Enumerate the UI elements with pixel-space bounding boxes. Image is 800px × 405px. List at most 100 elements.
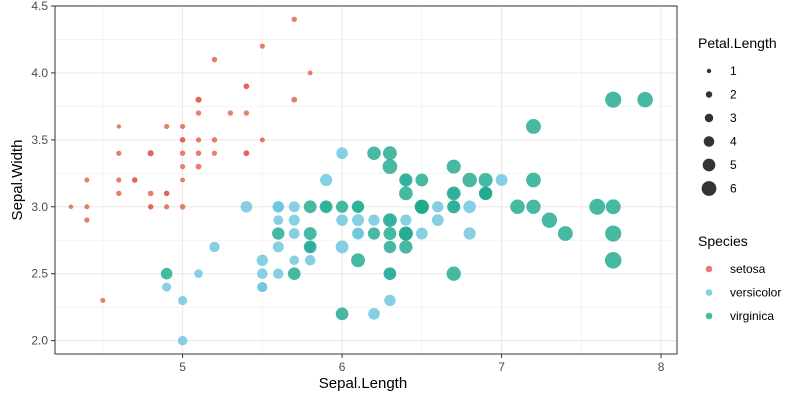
data-point-virginica bbox=[604, 252, 622, 269]
data-point-versicolor bbox=[431, 214, 444, 227]
grid-minor bbox=[55, 6, 677, 354]
data-point-virginica bbox=[272, 227, 285, 240]
data-point-setosa bbox=[179, 137, 186, 143]
data-point-virginica bbox=[367, 227, 381, 240]
size-legend-key bbox=[706, 68, 712, 74]
data-point-setosa bbox=[195, 163, 202, 170]
data-point-versicolor bbox=[415, 227, 428, 240]
y-tick-label: 2.5 bbox=[31, 267, 48, 281]
data-point-setosa bbox=[243, 150, 250, 156]
data-point-virginica bbox=[303, 240, 317, 254]
data-point-virginica bbox=[415, 173, 429, 187]
color-legend-title: Species bbox=[698, 233, 748, 249]
data-point-versicolor bbox=[288, 228, 300, 239]
x-tick-label: 5 bbox=[179, 360, 186, 374]
data-point-virginica bbox=[303, 227, 317, 240]
y-tick-label: 4.0 bbox=[31, 66, 48, 80]
data-point-setosa bbox=[195, 137, 202, 143]
x-tick-label: 6 bbox=[339, 360, 346, 374]
size-legend-key bbox=[702, 158, 716, 172]
data-point-virginica bbox=[446, 266, 461, 281]
y-tick-label: 3.0 bbox=[31, 200, 48, 214]
data-point-versicolor bbox=[463, 227, 476, 240]
data-point-setosa bbox=[147, 190, 154, 197]
data-point-setosa bbox=[68, 204, 74, 210]
data-point-setosa bbox=[243, 83, 249, 89]
data-point-virginica bbox=[382, 159, 398, 174]
data-point-versicolor bbox=[336, 147, 348, 160]
data-point-virginica bbox=[351, 253, 365, 268]
data-point-virginica bbox=[637, 91, 653, 108]
data-point-versicolor bbox=[335, 240, 349, 254]
data-point-setosa bbox=[179, 150, 186, 156]
data-point-virginica bbox=[382, 213, 397, 228]
data-point-virginica bbox=[479, 186, 493, 200]
data-point-setosa bbox=[195, 110, 202, 116]
data-point-virginica bbox=[367, 146, 381, 160]
size-legend-label: 4 bbox=[730, 135, 737, 149]
data-point-setosa bbox=[147, 150, 154, 157]
data-point-setosa bbox=[259, 137, 265, 143]
data-point-setosa bbox=[307, 70, 313, 76]
data-point-virginica bbox=[399, 240, 413, 254]
data-point-virginica bbox=[510, 199, 525, 215]
data-point-versicolor bbox=[288, 201, 300, 213]
x-tick-label: 7 bbox=[498, 360, 505, 374]
data-point-setosa bbox=[195, 96, 202, 103]
data-point-versicolor bbox=[336, 214, 348, 226]
y-axis-ticks: 2.0 2.5 3.0 3.5 4.0 4.5 bbox=[31, 0, 55, 348]
plot-border bbox=[54, 5, 678, 355]
data-point-setosa bbox=[179, 123, 186, 130]
x-axis-label: Sepal.Length bbox=[319, 375, 407, 392]
data-point-virginica bbox=[605, 91, 622, 108]
data-point-virginica bbox=[557, 226, 573, 241]
data-point-setosa bbox=[116, 124, 121, 129]
data-point-virginica bbox=[605, 225, 622, 242]
data-point-versicolor bbox=[368, 308, 380, 320]
data-point-virginica bbox=[303, 200, 317, 214]
data-point-versicolor bbox=[194, 269, 203, 278]
data-points bbox=[68, 16, 653, 346]
color-legend-key bbox=[705, 265, 713, 273]
size-legend-key bbox=[704, 113, 714, 123]
data-point-virginica bbox=[478, 172, 493, 188]
data-point-versicolor bbox=[352, 227, 365, 240]
data-point-setosa bbox=[100, 297, 106, 303]
y-axis-label: Sepal.Width bbox=[9, 140, 26, 221]
data-point-setosa bbox=[227, 110, 234, 116]
size-legend-key bbox=[705, 91, 713, 98]
size-legend-key bbox=[703, 136, 715, 147]
data-point-setosa bbox=[195, 150, 202, 156]
x-axis-ticks: 5 6 7 8 bbox=[179, 354, 665, 374]
data-point-virginica bbox=[446, 159, 461, 174]
data-point-virginica bbox=[399, 173, 413, 187]
data-point-versicolor bbox=[432, 201, 444, 213]
data-point-virginica bbox=[415, 200, 429, 214]
data-point-virginica bbox=[287, 267, 301, 281]
y-tick-label: 4.5 bbox=[31, 0, 48, 13]
color-legend-key bbox=[705, 289, 713, 296]
data-point-versicolor bbox=[273, 215, 284, 226]
size-legend-label: 5 bbox=[730, 158, 737, 172]
data-point-setosa bbox=[180, 177, 185, 183]
data-point-versicolor bbox=[320, 173, 333, 187]
data-point-setosa bbox=[179, 164, 186, 170]
data-point-versicolor bbox=[384, 294, 396, 307]
data-point-virginica bbox=[446, 186, 461, 201]
size-legend-title: Petal.Length bbox=[698, 35, 777, 51]
data-point-virginica bbox=[383, 227, 397, 240]
data-point-setosa bbox=[84, 177, 90, 183]
data-point-versicolor bbox=[272, 201, 284, 213]
data-point-versicolor bbox=[304, 255, 316, 266]
data-point-versicolor bbox=[368, 214, 380, 226]
data-point-setosa bbox=[164, 123, 170, 130]
color-legend-label: versicolor bbox=[730, 286, 781, 300]
data-point-setosa bbox=[116, 150, 122, 156]
data-point-setosa bbox=[163, 190, 170, 197]
data-point-versicolor bbox=[256, 254, 269, 267]
data-point-versicolor bbox=[257, 268, 268, 279]
plot-panel bbox=[55, 6, 677, 354]
data-point-versicolor bbox=[495, 173, 508, 187]
data-point-setosa bbox=[291, 96, 298, 103]
